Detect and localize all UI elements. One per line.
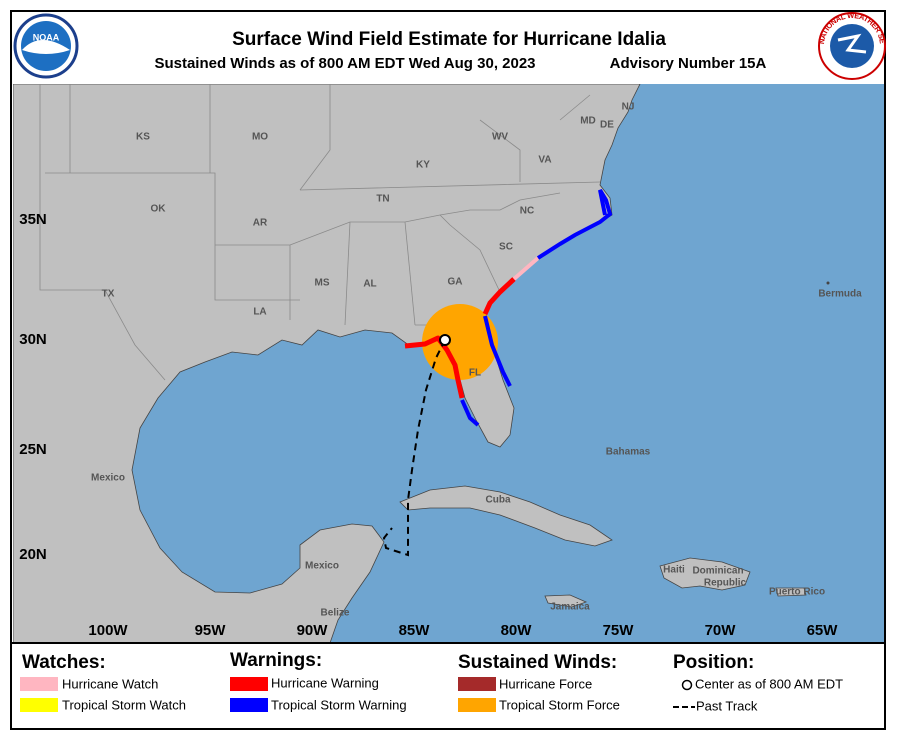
legend-heading: Warnings: [230,650,322,671]
swatch [230,677,268,691]
place-label: SC [499,242,513,253]
place-label: VA [538,155,551,166]
place-label: LA [253,307,266,318]
place-label: KY [416,160,430,171]
swatch [20,677,58,691]
place-label: FL [469,368,481,379]
map: KS MO KY WV VA NJ MD DE NC TN OK AR SC GA MS AL TX LA FL Me… [13,84,884,643]
lon-label: 95W [195,622,227,639]
lat-label: 30N [19,331,47,348]
legend-heading: Position: [673,652,754,673]
place-label: Haiti [663,565,685,576]
tropical-storm-warning [536,188,613,260]
swatch [230,698,268,712]
place-label: Bahamas [606,447,651,458]
lon-label: 90W [297,622,329,639]
place-labels: KS MO KY WV VA NJ MD DE NC TN OK AR SC GA MS AL TX LA FL Me… [91,102,862,619]
place-label: TN [376,194,389,205]
place-label: MO [252,132,268,143]
tropical-storm-force-field [422,304,498,380]
legend-heading: Sustained Winds: [458,652,617,673]
place-label: Puerto Rico [769,587,825,598]
legend-item: Hurricane Watch [62,676,158,691]
swatch [458,677,496,691]
place-label: Cuba [486,495,511,506]
hispaniola [659,557,751,591]
bermuda [826,281,830,285]
place-label: OK [151,204,167,215]
tropical-storm-warning [460,399,480,427]
lon-label: 80W [501,622,533,639]
place-label: Dominican [692,566,743,577]
noaa-logo: NOAA [13,13,79,79]
puerto-rico [775,587,807,597]
legend-item: Hurricane Force [499,676,592,691]
subtitle: Sustained Winds as of 800 AM EDT Wed Aug… [154,55,535,72]
lon-label: 70W [705,622,737,639]
title: Surface Wind Field Estimate for Hurrican… [232,29,666,50]
legend-item: Tropical Storm Warning [271,697,407,712]
legend-heading: Watches: [22,652,106,673]
place-label: MD [580,116,596,127]
lon-label: 75W [603,622,635,639]
place-label: Belize [321,608,350,619]
place-label: Jamaica [550,602,590,613]
place-label: Mexico [91,473,125,484]
lat-label: 35N [19,211,47,228]
legend-item: Tropical Storm Force [499,697,620,712]
storm-center [439,334,451,346]
legend-item: Center as of 800 AM EDT [695,676,843,691]
jamaica [544,594,588,608]
place-label: Mexico [305,561,339,572]
legend-item: Hurricane Warning [271,675,379,690]
legend: Watches: Hurricane Watch Tropical Storm … [20,650,843,713]
swatch [458,698,496,712]
place-label: KS [136,132,150,143]
noaa-text: NOAA [33,32,60,42]
place-label: TX [102,289,115,300]
center-symbol [681,679,693,691]
lon-label: 65W [807,622,839,639]
advisory: Advisory Number 15A [610,55,767,72]
tropical-storm-warning [483,315,512,387]
grid-labels: 35N 30N 25N 20N 100W 95W 90W 85W 80W 75W 70W 65W [19,211,838,639]
legend-item: Past Track [696,698,758,713]
place-label: AL [363,279,376,290]
place-label: DE [600,120,614,131]
past-track [382,339,446,557]
place-label: Republic [704,578,747,589]
place-label: AR [253,218,268,229]
swatch [20,698,58,712]
lat-label: 20N [19,546,47,563]
hurricane-warning [404,335,465,399]
place-label: Bermuda [818,289,862,300]
legend-item: Tropical Storm Watch [62,697,186,712]
lon-label: 85W [399,622,431,639]
lon-label: 100W [88,622,128,639]
place-label: GA [448,277,463,288]
place-label: WV [492,132,508,143]
place-label: NC [520,206,534,217]
hurricane-warning [482,277,516,316]
place-label: MS [315,278,330,289]
hurricane-watch [512,256,540,281]
lat-label: 25N [19,441,47,458]
cuba [399,485,613,547]
place-label: NJ [622,102,635,113]
